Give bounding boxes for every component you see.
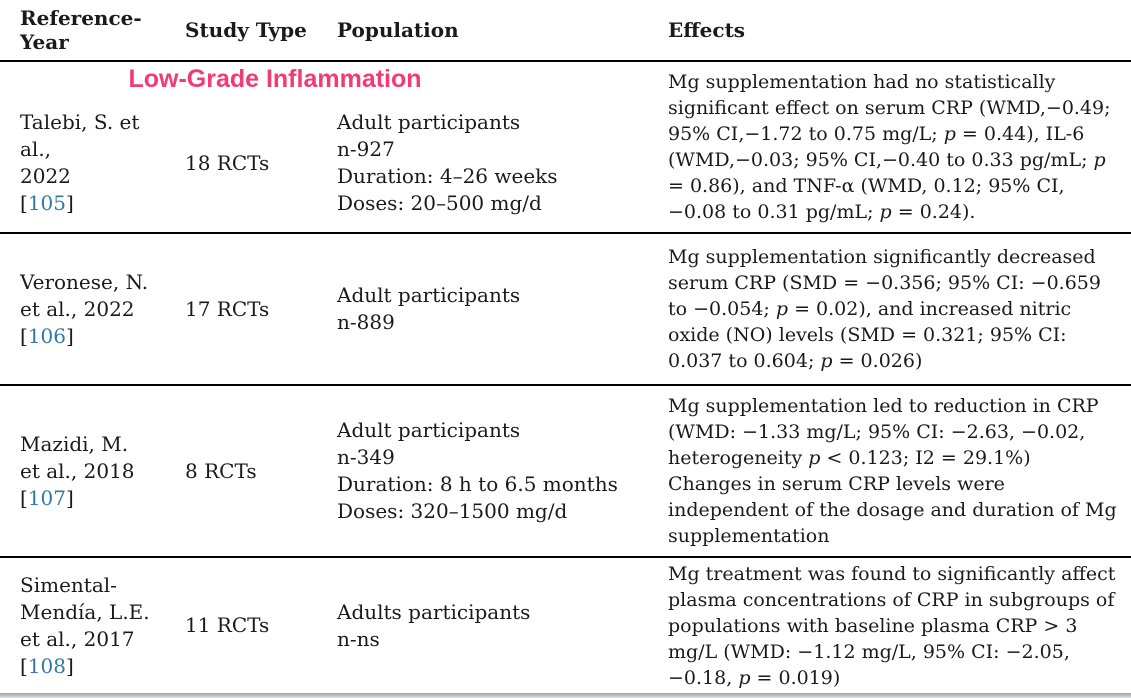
citation-bracket-close: ] — [66, 653, 74, 678]
effects-cell: Mg supplementation had no statistically … — [668, 71, 1111, 223]
reference-cell: Simental- Mendía, L.E. et al., 2017 [108] — [20, 572, 185, 680]
citation-bracket-open: [ — [20, 191, 28, 215]
citation-bracket-open: [ — [20, 485, 28, 510]
table-row: Mazidi, M. et al., 2018 [107] 8 RCTs Adul… — [0, 386, 1131, 558]
reference-cell: Veronese, N. et al., 2022 [106] — [20, 269, 185, 350]
citation: [106] — [20, 324, 74, 348]
citation: [105] — [20, 191, 74, 215]
table-row: Veronese, N. et al., 2022 [106] 17 RCTs A… — [0, 234, 1131, 386]
citation-bracket-open: [ — [20, 323, 28, 348]
population-cell: Adult participants n-349 Duration: 8 h to … — [337, 418, 618, 523]
section-header-low-grade-inflammation: Low-Grade Inflammation — [128, 65, 422, 93]
effects-cell: Mg treatment was found to significantly … — [668, 562, 1116, 689]
study-type-cell: 11 RCTs — [185, 613, 270, 637]
citation-bracket-close: ] — [66, 485, 74, 510]
header-reference-year: Reference-Year — [20, 6, 142, 54]
table-header-row: Reference-Year Study Type Population Eff… — [0, 0, 1131, 62]
reference-text: Simental- Mendía, L.E. et al., 2017 — [20, 572, 150, 651]
citation-bracket-close: ] — [66, 323, 74, 348]
reference-text: Talebi, S. et al., 2022 — [20, 110, 140, 188]
reference-text: Veronese, N. et al., 2022 — [20, 269, 149, 321]
reference-text: Mazidi, M. et al., 2018 — [20, 431, 135, 483]
table-row: Simental- Mendía, L.E. et al., 2017 [108] … — [0, 558, 1131, 693]
citation-bracket-close: ] — [66, 191, 74, 215]
table-bottom-rule — [0, 693, 1131, 698]
citation-link[interactable]: 105 — [27, 191, 66, 215]
study-type-cell: 18 RCTs — [185, 150, 270, 175]
citation-bracket-open: [ — [20, 653, 28, 678]
header-effects: Effects — [668, 18, 746, 42]
citation-link[interactable]: 106 — [27, 323, 66, 348]
table-row: Low-Grade Inflammation Talebi, S. et al.… — [0, 62, 1131, 234]
effects-cell: Mg supplementation led to reduction in C… — [668, 395, 1117, 547]
header-study-type: Study Type — [185, 18, 307, 42]
study-type-cell: 17 RCTs — [185, 296, 270, 321]
study-type-cell: 8 RCTs — [185, 458, 257, 483]
reference-cell: Talebi, S. et al., 2022 [105] — [20, 109, 185, 217]
citation: [108] — [20, 654, 74, 678]
citation-link[interactable]: 107 — [27, 485, 66, 510]
reference-cell: Mazidi, M. et al., 2018 [107] — [20, 431, 185, 512]
effects-cell: Mg supplementation significantly decreas… — [668, 246, 1101, 372]
population-cell: Adult participants n-927 Duration: 4–26 we… — [337, 110, 558, 215]
population-cell: Adult participants n-889 — [337, 283, 521, 334]
citation: [107] — [20, 486, 74, 510]
citation-link[interactable]: 108 — [27, 653, 66, 678]
header-population: Population — [337, 18, 459, 42]
population-cell: Adults participants n-ns — [337, 599, 531, 651]
